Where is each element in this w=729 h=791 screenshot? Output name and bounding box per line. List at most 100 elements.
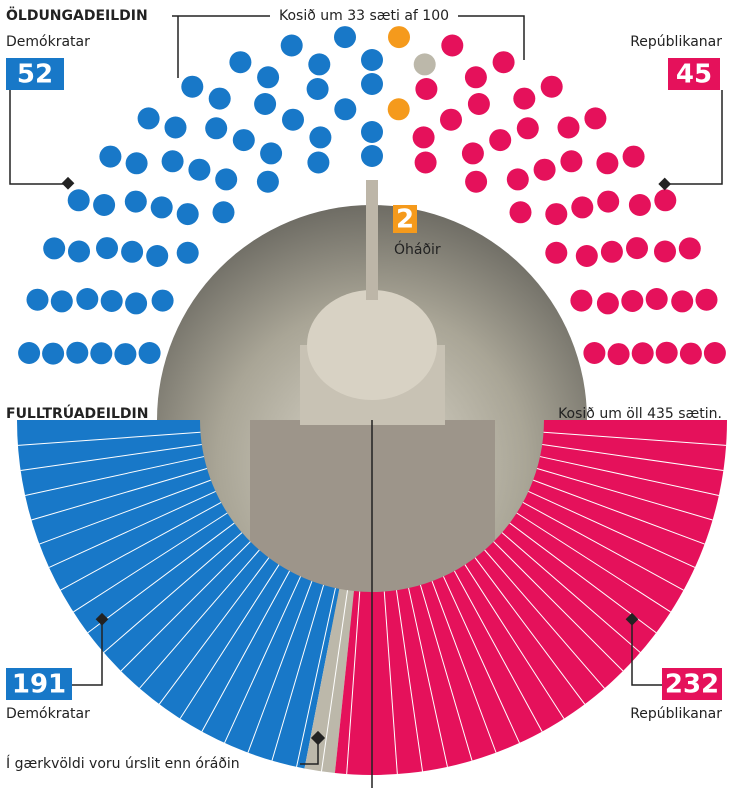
seat: [654, 189, 677, 212]
seat: [176, 203, 199, 226]
seat: [607, 343, 630, 366]
seat: [66, 341, 89, 364]
seat: [465, 170, 488, 193]
seat: [26, 288, 49, 311]
seat: [282, 108, 304, 131]
seat: [626, 237, 648, 260]
divider: [247, 580, 313, 753]
seat: [516, 117, 539, 140]
seat: [506, 168, 529, 191]
seat: [622, 145, 645, 168]
divider: [419, 584, 473, 761]
seat: [361, 73, 383, 95]
seat: [388, 26, 410, 49]
divider: [120, 541, 251, 672]
markers: [61, 176, 672, 746]
seat: [309, 126, 332, 149]
seat: [137, 107, 160, 130]
seat: [76, 288, 99, 310]
seat: [232, 129, 255, 152]
senate-title: ÖLDUNGADEILDIN: [6, 6, 148, 24]
legend-label: Demókratar: [6, 34, 90, 50]
house-segment: [304, 588, 355, 774]
seat: [387, 98, 410, 121]
seat: [43, 237, 66, 260]
seat: [467, 93, 490, 115]
divider: [296, 587, 336, 767]
seat: [596, 152, 619, 175]
seat: [415, 78, 438, 100]
divider: [20, 443, 202, 472]
seat: [621, 290, 644, 312]
connector: [300, 740, 319, 765]
seat: [695, 288, 718, 311]
seat: [533, 158, 556, 181]
seat: [584, 107, 607, 130]
seat: [138, 342, 161, 364]
seat: [18, 342, 41, 364]
legend-label: Óháðir: [394, 240, 441, 258]
seat: [121, 240, 144, 263]
divider: [320, 590, 349, 772]
seat: [68, 240, 90, 263]
divider: [383, 591, 398, 775]
divider: [431, 580, 497, 753]
value-label: 52: [17, 60, 53, 90]
seat: [125, 292, 148, 315]
seat: [540, 75, 563, 98]
divider: [395, 590, 424, 772]
seat: [114, 343, 137, 366]
seat: [545, 241, 568, 264]
seat: [256, 170, 279, 193]
seat: [176, 241, 199, 264]
seat: [583, 342, 606, 364]
seat: [260, 142, 283, 165]
seat: [50, 290, 73, 313]
seat: [124, 190, 147, 213]
divider: [442, 576, 520, 744]
house-segment: [17, 420, 340, 769]
seat: [205, 117, 228, 140]
house-chart: [17, 420, 727, 775]
house-title: FULLTRÚADEILDIN: [6, 404, 148, 422]
seat: [575, 245, 598, 267]
seat: [151, 289, 174, 312]
legend-label: Demókratar: [6, 706, 90, 722]
seat: [208, 87, 231, 110]
legend-label: Repúblikanar: [630, 34, 722, 50]
seat: [571, 196, 594, 219]
connector: [9, 90, 68, 185]
divider: [346, 591, 361, 775]
seat: [254, 93, 277, 115]
divider: [536, 467, 713, 521]
divider: [158, 557, 270, 705]
divider: [522, 501, 684, 591]
seat: [181, 75, 204, 98]
divider: [474, 557, 586, 705]
seat: [99, 145, 122, 168]
legend-label: Repúblikanar: [630, 706, 722, 722]
seat: [655, 341, 678, 364]
divider: [532, 479, 705, 545]
divider: [453, 570, 543, 732]
seat: [440, 108, 462, 131]
divider: [17, 431, 201, 446]
divider: [60, 501, 222, 591]
seat: [678, 237, 701, 260]
divider: [31, 467, 208, 521]
value-box: [393, 205, 417, 233]
value-box: [662, 668, 722, 700]
seat: [212, 201, 235, 224]
divider: [73, 512, 228, 613]
value-label: 2: [396, 205, 414, 235]
seat: [93, 194, 116, 216]
seat: [489, 129, 512, 152]
seat: [570, 289, 593, 312]
value-box: [668, 58, 720, 90]
seat: [306, 78, 329, 100]
seat: [334, 98, 357, 121]
seat: [461, 142, 484, 165]
annotation: Í gærkvöldi voru úrslit enn óráðin: [6, 755, 240, 772]
seat: [600, 240, 623, 263]
